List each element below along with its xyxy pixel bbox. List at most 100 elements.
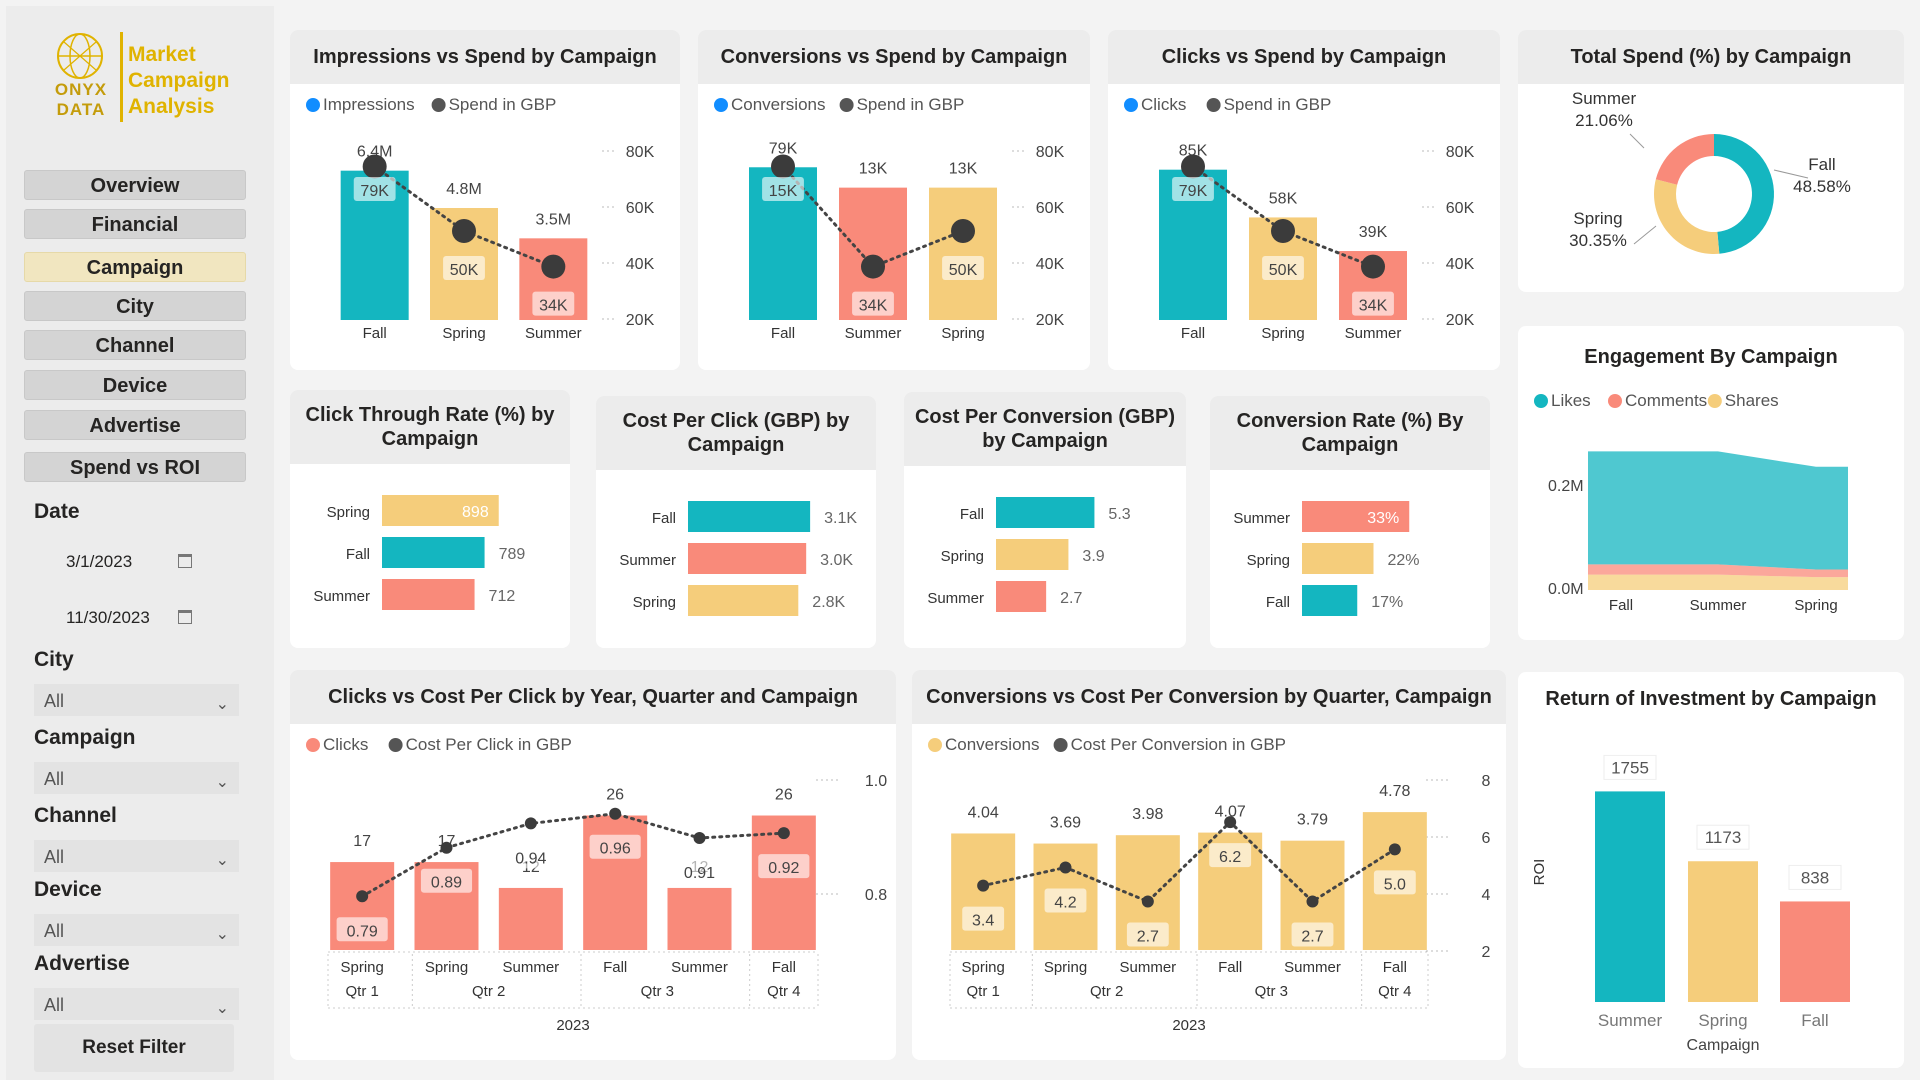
roi-bar-label: 1755 bbox=[1611, 758, 1649, 777]
date-end-input[interactable]: 11/30/2023 bbox=[46, 600, 196, 636]
cvcpc-line-label-bg bbox=[673, 859, 726, 883]
cpc-bar bbox=[688, 585, 799, 616]
clk-legend-marker bbox=[1206, 98, 1221, 112]
convcpc-line-point bbox=[1059, 861, 1072, 874]
conv-x-label: Spring bbox=[941, 325, 984, 342]
sidebar: ONYX DATA Market Campaign Analysis Overv… bbox=[6, 6, 274, 1080]
conv-line-label: 15K bbox=[769, 183, 798, 200]
cpc-y-label: Spring bbox=[633, 594, 676, 611]
convcpc-line-label: 3.4 bbox=[972, 913, 994, 930]
conversions-vs-cpconv-card: Conversions vs Cost Per Conversion by Qu… bbox=[912, 670, 1506, 1060]
reset-filter-button[interactable]: Reset Filter bbox=[34, 1024, 234, 1072]
nav-advertise[interactable]: Advertise bbox=[24, 410, 246, 440]
clk-chart-svg: Clicks Spend in GBP 80K 60K 40K 20K 85K Fall 58K… bbox=[1124, 95, 1475, 342]
channel-dropdown[interactable]: All ⌄ bbox=[34, 840, 239, 872]
convcpc-bar-label: 3.69 bbox=[1050, 815, 1081, 832]
campaign-dropdown-value: All bbox=[44, 769, 65, 789]
city-dropdown[interactable]: All ⌄ bbox=[34, 684, 239, 716]
cpconv-bar bbox=[996, 581, 1047, 612]
cpc-bar-label: 3.0K bbox=[820, 552, 853, 569]
chevron-down-icon[interactable]: ⌄ bbox=[215, 1000, 229, 1017]
roi-bar-label: 838 bbox=[1801, 868, 1829, 887]
cvcpc-year-label: 2023 bbox=[556, 1017, 589, 1034]
imp-ytick: 20K bbox=[626, 312, 655, 329]
ctr-chart-svg: Spring 898 Fall 789 Summer 712 bbox=[313, 495, 525, 610]
nav-device[interactable]: Device bbox=[24, 370, 246, 400]
cpc-bar-label: 3.1K bbox=[824, 510, 857, 527]
cvcpc-chart-title: Clicks vs Cost Per Click by Year, Quarte… bbox=[290, 670, 896, 724]
device-dropdown[interactable]: All ⌄ bbox=[34, 914, 239, 946]
conv-line-point bbox=[771, 154, 795, 179]
conv-chart-title: Conversions vs Spend by Campaign bbox=[698, 30, 1090, 84]
cpconv-bar-label: 3.9 bbox=[1082, 548, 1104, 565]
nav-overview[interactable]: Overview bbox=[24, 170, 246, 200]
convcpc-ytick: 6 bbox=[1482, 830, 1491, 847]
pie-leader-line bbox=[1633, 225, 1657, 245]
ctr-y-label: Spring bbox=[327, 504, 370, 521]
chevron-down-icon[interactable]: ⌄ bbox=[215, 852, 229, 869]
cvcpc-line-point bbox=[609, 807, 622, 820]
clk-legend-label: Clicks bbox=[1141, 95, 1186, 114]
convcpc-legend-marker bbox=[928, 738, 942, 752]
nav-campaign[interactable]: Campaign bbox=[24, 252, 246, 282]
campaign-dropdown[interactable]: All ⌄ bbox=[34, 762, 239, 794]
clk-chart-title: Clicks vs Spend by Campaign bbox=[1108, 30, 1500, 84]
cvcpc-x-label: Fall bbox=[772, 959, 796, 976]
cvcpc-line-label-bg bbox=[336, 917, 388, 942]
city-dropdown-value: All bbox=[44, 691, 65, 711]
cvcpc-ytick: 0.8 bbox=[865, 887, 887, 904]
advertise-dropdown[interactable]: All ⌄ bbox=[34, 988, 239, 1020]
date-start-value: 3/1/2023 bbox=[66, 552, 133, 571]
conv-legend-marker bbox=[714, 98, 728, 112]
nav-channel[interactable]: Channel bbox=[24, 330, 246, 360]
logo: ONYX DATA Market Campaign Analysis bbox=[46, 28, 246, 128]
calendar-icon[interactable] bbox=[178, 610, 192, 624]
convcpc-chart-svg: Conversions Cost Per Conversion in GBP 8 6 4… bbox=[928, 735, 1491, 1034]
clk-line-point bbox=[1361, 254, 1385, 279]
convcpc-line-label: 2.7 bbox=[1301, 928, 1323, 945]
convcpc-legend-label: Conversions bbox=[945, 735, 1040, 754]
conv-line-label: 50K bbox=[949, 262, 978, 279]
calendar-icon[interactable] bbox=[178, 554, 192, 568]
chevron-down-icon[interactable]: ⌄ bbox=[215, 926, 229, 943]
cpc-y-label: Summer bbox=[619, 552, 676, 569]
chevron-down-icon[interactable]: ⌄ bbox=[215, 774, 229, 791]
convcpc-ytick: 8 bbox=[1482, 773, 1491, 790]
cpconv-y-label: Fall bbox=[960, 506, 984, 523]
imp-chart-title: Impressions vs Spend by Campaign bbox=[290, 30, 680, 84]
cvcpc-line-label: 0.92 bbox=[768, 860, 799, 877]
cvcpc-series-line bbox=[360, 812, 786, 898]
convcpc-x-label: Spring bbox=[961, 959, 1004, 976]
imp-x-label: Fall bbox=[363, 325, 387, 342]
imp-x-label: Spring bbox=[442, 325, 485, 342]
clk-bar-label: 39K bbox=[1359, 224, 1388, 241]
device-filter-label: Device bbox=[34, 878, 102, 901]
cpconv-y-label: Summer bbox=[927, 590, 984, 607]
pie-slice-percent: 30.35% bbox=[1569, 231, 1627, 250]
imp-legend-label: Spend in GBP bbox=[449, 95, 557, 114]
nav-city[interactable]: City bbox=[24, 291, 246, 321]
cvcpc-line-label-bg bbox=[589, 834, 641, 859]
clk-legend-label: Spend in GBP bbox=[1224, 95, 1332, 114]
imp-line-point bbox=[362, 154, 387, 179]
convcpc-series-line bbox=[981, 820, 1397, 904]
nav-financial[interactable]: Financial bbox=[24, 209, 246, 239]
conv-chart-svg: Conversions Spend in GBP 80K 60K 40K 20K 79K Fa… bbox=[714, 95, 1065, 342]
convcpc-x-label: Summer bbox=[1284, 959, 1341, 976]
cvcpc-line-label-bg bbox=[420, 868, 473, 893]
cvcpc-line-point bbox=[440, 841, 453, 854]
nav-spend-vs-roi[interactable]: Spend vs ROI bbox=[24, 452, 246, 482]
chevron-down-icon[interactable]: ⌄ bbox=[215, 696, 229, 713]
eng-area-likes bbox=[1588, 451, 1848, 570]
date-filter-label: Date bbox=[34, 500, 80, 523]
convcpc-line-label: 5.0 bbox=[1384, 876, 1406, 893]
cvcpc-line-label: 0.94 bbox=[515, 850, 546, 867]
imp-line-point bbox=[452, 219, 476, 243]
clk-line-label: 79K bbox=[1179, 183, 1208, 200]
date-start-input[interactable]: 3/1/2023 bbox=[46, 544, 196, 580]
imp-line-label-bg bbox=[353, 177, 396, 201]
cvcpc-line-label: 0.79 bbox=[347, 923, 378, 940]
engagement-card: Engagement By Campaign Likes Comments Share… bbox=[1518, 326, 1904, 640]
eng-x-label: Fall bbox=[1609, 597, 1633, 614]
cpconv-chart-svg: Fall 5.3 Spring 3.9 Summer 2.7 bbox=[927, 497, 1131, 612]
